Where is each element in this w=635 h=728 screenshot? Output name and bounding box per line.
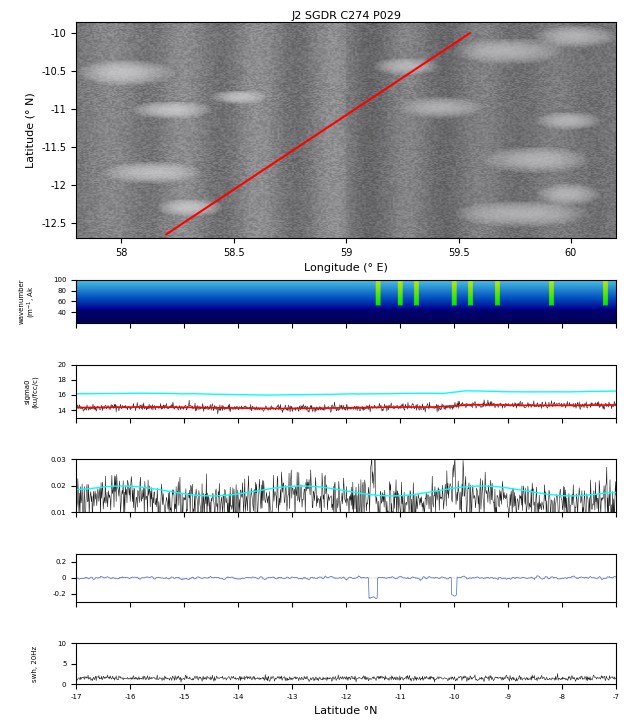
Y-axis label: swh, 20Hz: swh, 20Hz xyxy=(32,646,39,682)
X-axis label: Latitude °N: Latitude °N xyxy=(314,705,378,716)
Y-axis label: Latitude (° N): Latitude (° N) xyxy=(26,92,36,168)
Y-axis label: wavenumber
(m$^{-1}$, Ak: wavenumber (m$^{-1}$, Ak xyxy=(18,279,39,324)
X-axis label: Longitude (° E): Longitude (° E) xyxy=(304,264,388,274)
Title: J2 SGDR C274 P029: J2 SGDR C274 P029 xyxy=(291,11,401,21)
Y-axis label: sigma0
(ku/fcc/c): sigma0 (ku/fcc/c) xyxy=(25,375,39,408)
